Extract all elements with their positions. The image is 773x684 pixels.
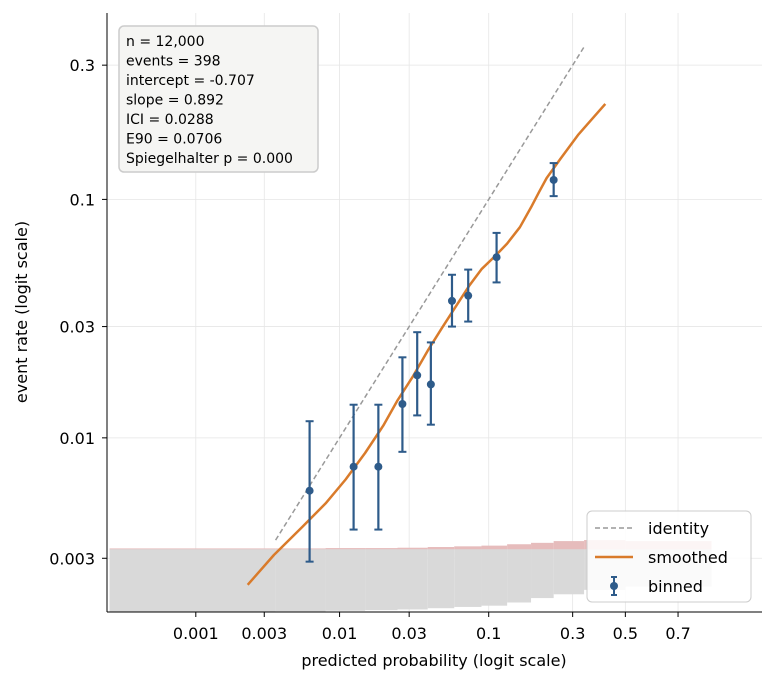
stats-box-background (118, 25, 319, 173)
histogram-non-event-bar (275, 548, 326, 612)
binned-point (426, 380, 435, 389)
x-tick-label: 0.1 (476, 624, 501, 643)
histogram-event-bar (109, 548, 276, 550)
axes (106, 13, 762, 613)
x-tick-label: 0.03 (391, 624, 427, 643)
histogram-non-event-bar (397, 548, 428, 610)
legend: identity smoothed binned (586, 510, 752, 603)
y-ticks: 0.003 0.01 0.03 0.1 0.3 (49, 56, 107, 568)
legend-background (586, 510, 752, 603)
stats-line: Spiegelhalter p = 0.000 (126, 151, 293, 167)
stats-line: E90 = 0.0706 (126, 132, 222, 148)
histogram-event-bar (531, 542, 554, 550)
binned-point (349, 462, 358, 471)
legend-identity-label: identity (648, 519, 709, 538)
stats-line: intercept = -0.707 (126, 73, 255, 89)
smoothed-line (246, 103, 607, 586)
x-tick-label: 0.3 (560, 624, 585, 643)
stats-line: n = 12,000 (126, 34, 205, 50)
binned-point (398, 399, 407, 408)
x-tick-label: 0.01 (322, 624, 358, 643)
histogram-non-event-bar (427, 548, 455, 609)
x-tick-label: 0.001 (173, 624, 219, 643)
y-tick-label: 0.3 (70, 56, 95, 75)
histogram-non-event-bar (109, 548, 276, 612)
stats-line: events = 398 (126, 54, 221, 70)
x-tick-label: 0.5 (613, 624, 638, 643)
histogram-event-bar (481, 545, 508, 550)
binned-point (549, 175, 558, 184)
histogram-non-event-bar (325, 548, 366, 611)
stats-box: n = 12,000 events = 398 intercept = -0.707… (118, 25, 319, 173)
x-axis-label: predicted probability (logit scale) (301, 651, 566, 670)
identity-line (274, 46, 585, 541)
binned-point (447, 296, 456, 305)
y-tick-label: 0.03 (59, 318, 95, 337)
binned-points (305, 162, 558, 563)
y-tick-label: 0.1 (70, 190, 95, 209)
legend-smoothed-label: smoothed (648, 548, 728, 567)
histogram-event-bar (365, 548, 398, 550)
histogram-event-bar (454, 546, 482, 550)
y-tick-label: 0.01 (59, 429, 95, 448)
legend-binned-swatch (610, 576, 618, 596)
binned-point (374, 462, 383, 471)
x-tick-label: 0.7 (665, 624, 690, 643)
y-axis-label: event rate (logit scale) (12, 221, 31, 403)
histogram-non-event-bar (531, 548, 554, 599)
x-tick-label: 0.003 (241, 624, 287, 643)
histogram-non-event-bar (481, 548, 508, 606)
histogram-non-event-bar (507, 548, 532, 603)
histogram-non-event-bar (553, 548, 585, 595)
histogram-event-bar (325, 548, 366, 550)
stats-line: ICI = 0.0288 (126, 112, 214, 128)
binned-point (413, 371, 422, 380)
histogram-non-event-bar (365, 548, 398, 611)
binned-point (464, 291, 473, 300)
grid-lines (107, 13, 762, 612)
stats-line: slope = 0.892 (126, 93, 224, 109)
histogram-event-bar (507, 544, 532, 550)
histogram-event-bar (553, 541, 585, 550)
histogram-event-bar (427, 547, 455, 550)
histogram-non-event-bar (454, 548, 482, 607)
series-lines (246, 46, 607, 586)
legend-binned-label: binned (648, 577, 703, 596)
binned-point (492, 253, 501, 262)
x-ticks: 0.001 0.003 0.01 0.03 0.1 0.3 0.5 0.7 (173, 612, 691, 643)
binned-point (305, 486, 314, 495)
histogram-event-bar (275, 548, 326, 550)
y-tick-label: 0.003 (49, 549, 95, 568)
histogram-event-bar (397, 547, 428, 550)
